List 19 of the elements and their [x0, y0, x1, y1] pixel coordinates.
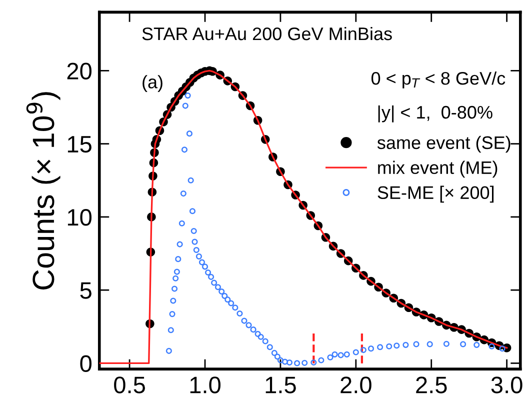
y-tick-label: 5	[80, 282, 92, 299]
x-tick-label: 1.5	[266, 376, 296, 394]
legend-label: SE-ME [× 200]	[378, 186, 494, 203]
y-tick-label: 0	[80, 355, 92, 372]
legend-label: mix event (ME)	[378, 160, 498, 178]
annotation: 0 < p$_{T}$ < 8 GeV/c	[371, 72, 506, 88]
annotation: STAR Au+Au 200 GeV MinBias	[142, 26, 392, 40]
x-tick-label: 1.0	[190, 376, 220, 394]
y-axis-title: Counts (× 10$^{9}$)	[26, 92, 60, 290]
annotation: |y| < 1, 0-80%	[378, 105, 492, 122]
x-tick-label: 0.5	[114, 376, 145, 394]
x-tick-label: 2.5	[416, 376, 447, 394]
legend-label: same event (SE)	[377, 136, 510, 153]
annotation: (a)	[142, 75, 162, 92]
y-tick-label: 15	[68, 136, 92, 153]
x-tick-label: 3.0	[491, 376, 522, 394]
y-tick-label: 20	[67, 62, 92, 80]
y-tick-label: 10	[68, 209, 92, 226]
x-tick-label: 2.0	[340, 376, 372, 394]
